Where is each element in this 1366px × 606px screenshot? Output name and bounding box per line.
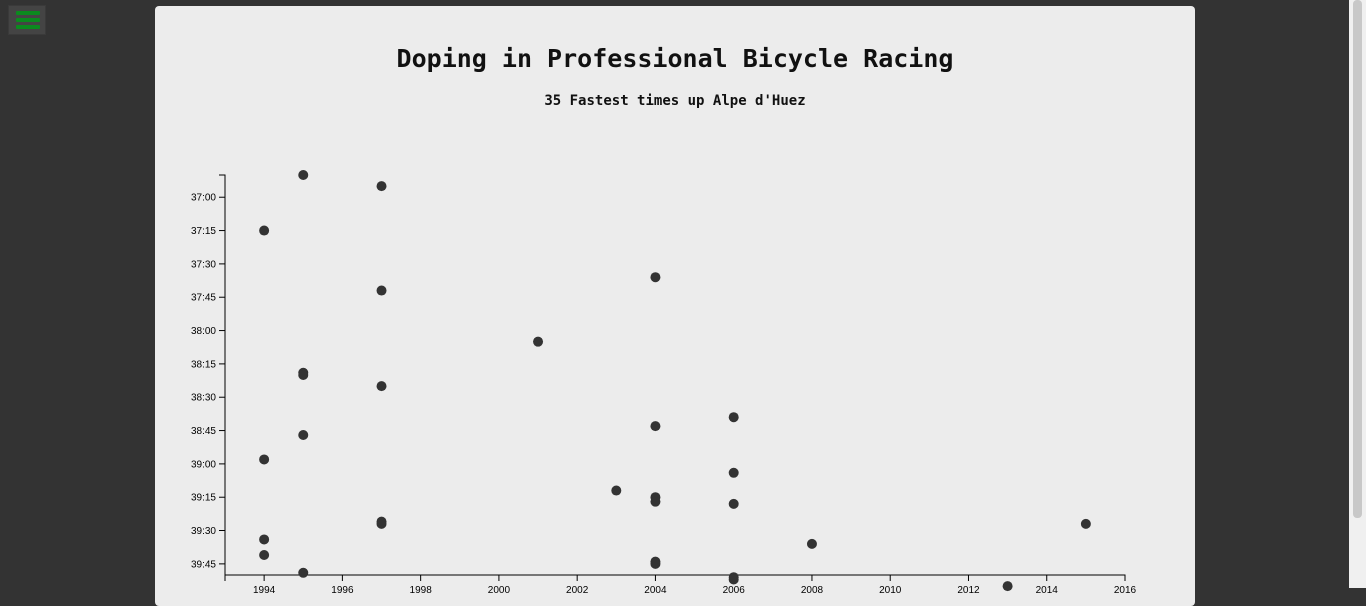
data-point[interactable] <box>1002 581 1013 592</box>
data-point[interactable] <box>728 574 739 585</box>
x-tick-label: 1994 <box>253 585 276 596</box>
data-point[interactable] <box>298 430 309 440</box>
y-axis-line <box>219 174 226 575</box>
data-point[interactable] <box>728 498 739 509</box>
data-point[interactable] <box>298 567 309 578</box>
x-tick-label: 1998 <box>410 585 433 596</box>
y-tick-label: 37:00 <box>191 193 216 204</box>
data-point[interactable] <box>376 381 387 392</box>
y-tick-label: 39:00 <box>191 459 216 470</box>
data-point[interactable] <box>376 285 387 296</box>
y-tick-label: 39:30 <box>191 526 216 537</box>
x-tick-label: 2004 <box>644 585 667 596</box>
hamburger-menu-button[interactable] <box>8 5 46 35</box>
y-tick-label: 38:00 <box>191 326 216 337</box>
y-tick-label: 39:45 <box>191 559 216 570</box>
y-tick-label: 39:15 <box>191 493 216 504</box>
data-point[interactable] <box>611 485 622 496</box>
hamburger-menu-icon-bar <box>16 25 40 29</box>
y-tick-label: 38:30 <box>191 393 216 404</box>
data-point[interactable] <box>650 421 661 432</box>
x-tick-label: 1996 <box>331 585 354 596</box>
data-point[interactable] <box>259 550 270 560</box>
hamburger-menu-icon-bar <box>16 18 40 22</box>
chart-title: Doping in Professional Bicycle Racing <box>396 44 954 73</box>
data-point[interactable] <box>650 272 661 283</box>
data-point[interactable] <box>259 225 270 236</box>
data-point[interactable] <box>1080 518 1091 529</box>
vertical-scrollbar[interactable] <box>1349 0 1366 588</box>
x-tick-label: 2014 <box>1036 585 1059 596</box>
y-tick-label: 38:45 <box>191 426 216 437</box>
data-point[interactable] <box>376 181 387 192</box>
data-point[interactable] <box>728 467 739 478</box>
data-point[interactable] <box>259 454 270 465</box>
y-tick-label: 37:30 <box>191 259 216 270</box>
data-point[interactable] <box>728 412 739 423</box>
y-axis: 37:00 37:15 37:30 37:45 38:00 38:15 38:30 38:45… <box>191 174 226 575</box>
y-tick-label: 37:15 <box>191 226 216 237</box>
chart-card: Doping in Professional Bicycle Racing 35… <box>155 6 1195 606</box>
y-tick-label: 37:45 <box>191 293 216 304</box>
x-tick-label: 2008 <box>801 585 824 596</box>
x-tick-label: 2000 <box>488 585 511 596</box>
x-axis: 1994 1996 1998 2000 2002 2004 2006 2008 2010 2012… <box>224 574 1137 596</box>
data-point[interactable] <box>259 534 270 545</box>
data-point[interactable] <box>650 558 661 569</box>
x-tick-label: 2016 <box>1114 585 1137 596</box>
data-point[interactable] <box>650 496 661 507</box>
y-tick-label: 38:15 <box>191 359 216 370</box>
data-point[interactable] <box>298 170 309 180</box>
data-point[interactable] <box>533 336 544 347</box>
data-point[interactable] <box>298 370 309 380</box>
x-tick-label: 2012 <box>957 585 980 596</box>
x-tick-label: 2006 <box>723 585 746 596</box>
scrollbar-thumb[interactable] <box>1353 0 1362 518</box>
hamburger-menu-icon <box>16 11 40 15</box>
scatter-plot: 1994 1996 1998 2000 2002 2004 2006 2008 2010 2012… <box>191 170 1137 596</box>
x-tick-label: 2010 <box>879 585 902 596</box>
data-points <box>259 170 1091 592</box>
data-point[interactable] <box>376 518 387 529</box>
x-tick-label: 2002 <box>566 585 589 596</box>
data-point[interactable] <box>806 538 817 549</box>
x-axis-line <box>224 574 1126 581</box>
chart-subtitle: 35 Fastest times up Alpe d'Huez <box>544 93 806 109</box>
